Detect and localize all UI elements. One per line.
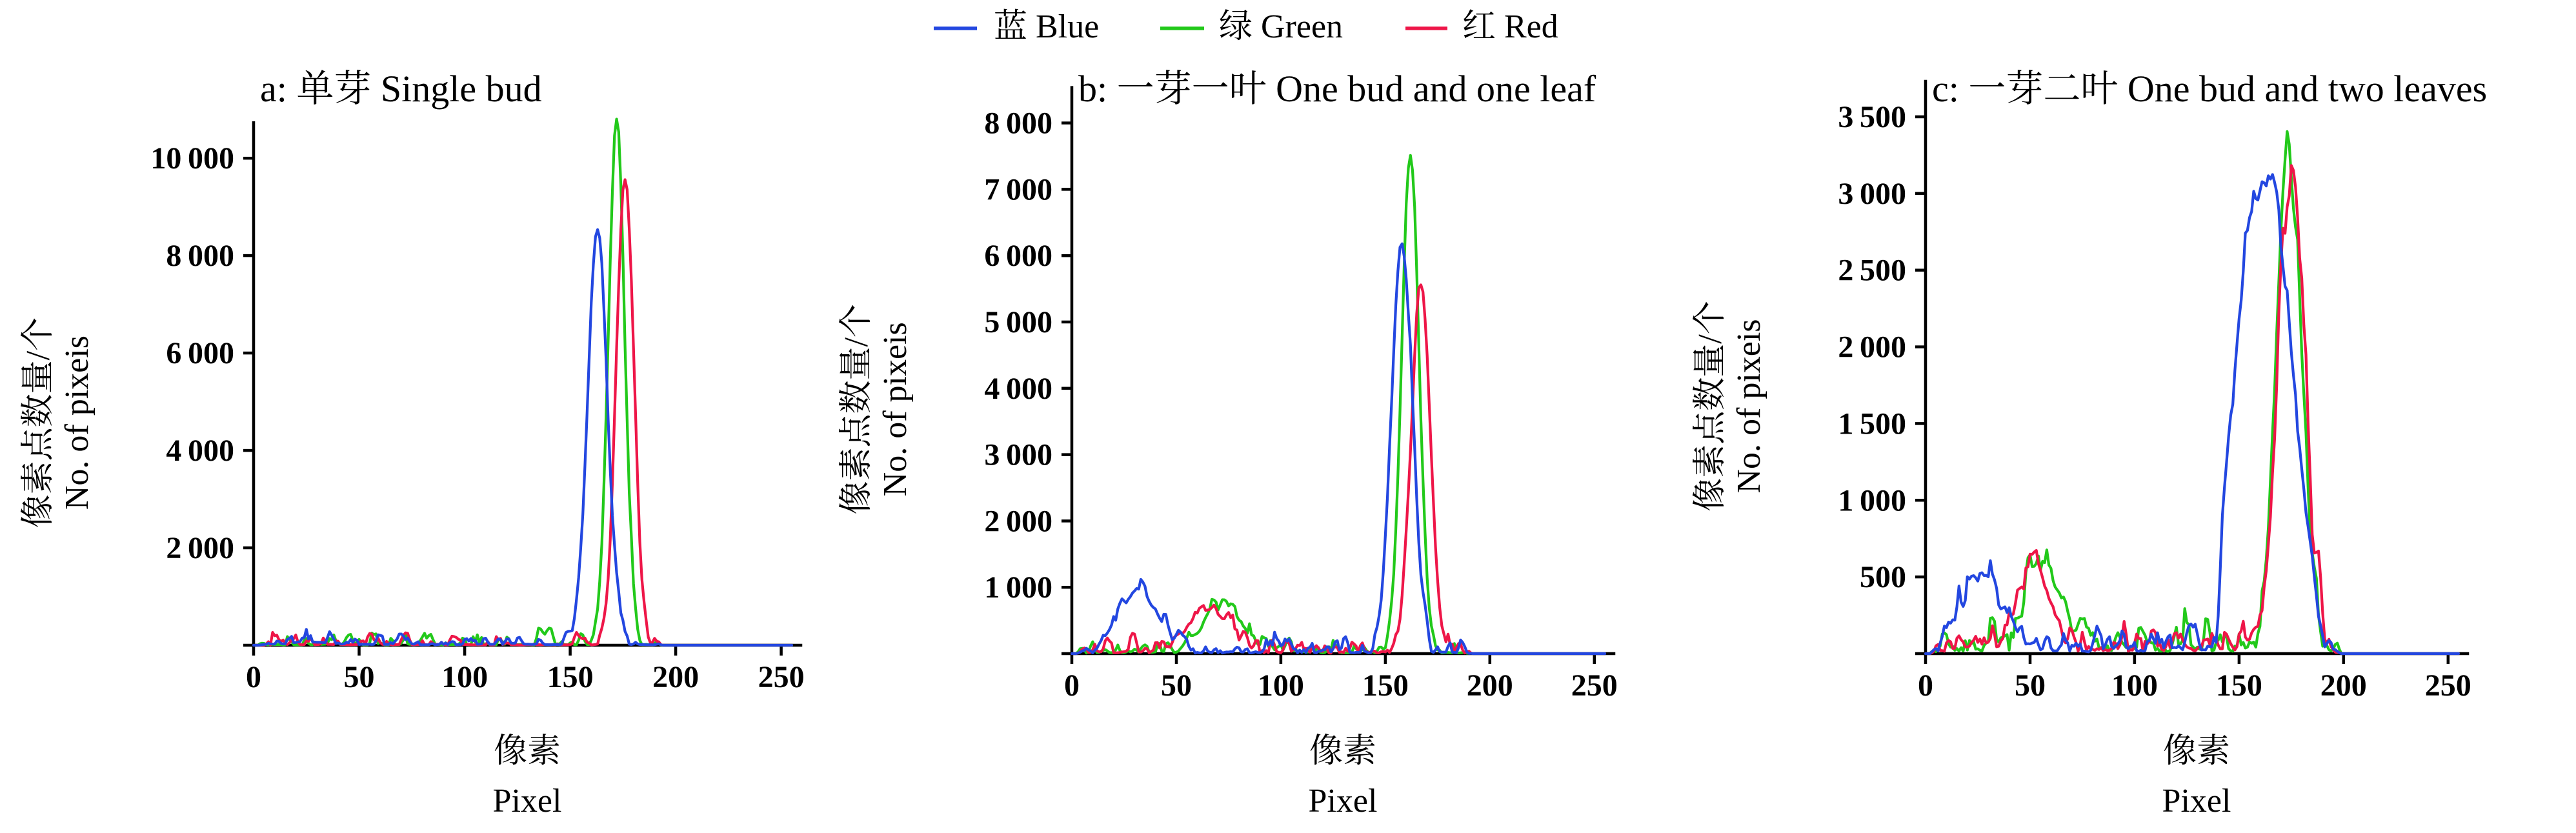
svg-text:4 000: 4 000 — [166, 434, 234, 468]
svg-text:250: 250 — [758, 660, 805, 694]
svg-text:像素: 像素 — [1309, 733, 1376, 770]
svg-text:1 000: 1 000 — [1838, 483, 1906, 517]
svg-text:2 500: 2 500 — [1838, 254, 1906, 288]
svg-text:6 000: 6 000 — [166, 336, 234, 370]
svg-text:2 000: 2 000 — [1838, 330, 1906, 365]
svg-text:像素点数量/个: 像素点数量/个 — [20, 317, 57, 528]
svg-text:10 000: 10 000 — [150, 141, 234, 176]
svg-text:250: 250 — [2425, 668, 2471, 703]
svg-text:b: 一芽一叶 One bud and one leaf: b: 一芽一叶 One bud and one leaf — [1078, 68, 1596, 110]
svg-text:No. of pixeis: No. of pixeis — [59, 336, 96, 510]
svg-text:7 000: 7 000 — [984, 172, 1052, 206]
svg-text:150: 150 — [547, 660, 594, 694]
svg-text:100: 100 — [441, 660, 488, 694]
svg-text:6 000: 6 000 — [984, 239, 1052, 273]
svg-text:200: 200 — [2320, 668, 2367, 703]
svg-text:50: 50 — [1161, 668, 1192, 703]
svg-text:像素点数量/个: 像素点数量/个 — [838, 304, 875, 514]
svg-text:像素: 像素 — [494, 733, 561, 770]
svg-text:150: 150 — [1362, 668, 1409, 703]
svg-text:8 000: 8 000 — [984, 106, 1052, 141]
svg-text:红 Red: 红 Red — [1462, 8, 1558, 45]
svg-text:蓝 Blue: 蓝 Blue — [994, 8, 1099, 45]
svg-text:200: 200 — [1467, 668, 1513, 703]
svg-text:100: 100 — [2111, 668, 2158, 703]
svg-text:2 000: 2 000 — [984, 504, 1052, 538]
svg-text:Pixel: Pixel — [2162, 783, 2231, 819]
svg-text:500: 500 — [1860, 560, 1906, 594]
svg-text:50: 50 — [2015, 668, 2046, 703]
svg-text:像素点数量/个: 像素点数量/个 — [1692, 301, 1729, 511]
svg-text:3 000: 3 000 — [984, 438, 1052, 472]
svg-text:1 500: 1 500 — [1838, 406, 1906, 441]
svg-text:a: 单芽 Single bud: a: 单芽 Single bud — [260, 68, 542, 110]
svg-text:3 500: 3 500 — [1838, 100, 1906, 134]
svg-text:0: 0 — [1064, 668, 1080, 703]
svg-text:Pixel: Pixel — [493, 783, 562, 819]
svg-text:1 000: 1 000 — [984, 570, 1052, 605]
svg-text:4 000: 4 000 — [984, 372, 1052, 406]
svg-text:No. of pixeis: No. of pixeis — [877, 322, 914, 496]
svg-text:50: 50 — [344, 660, 375, 694]
svg-text:8 000: 8 000 — [166, 239, 234, 273]
svg-text:5 000: 5 000 — [984, 305, 1052, 339]
svg-text:0: 0 — [1918, 668, 1933, 703]
svg-text:绿 Green: 绿 Green — [1219, 8, 1343, 45]
svg-text:像素: 像素 — [2163, 733, 2230, 770]
svg-text:200: 200 — [652, 660, 699, 694]
svg-text:No. of pixeis: No. of pixeis — [1731, 319, 1767, 493]
svg-text:3 000: 3 000 — [1838, 177, 1906, 211]
svg-text:150: 150 — [2216, 668, 2262, 703]
svg-text:Pixel: Pixel — [1309, 783, 1378, 819]
svg-text:0: 0 — [246, 660, 261, 694]
svg-text:c: 一芽二叶 One bud and two leaves: c: 一芽二叶 One bud and two leaves — [1932, 68, 2487, 110]
svg-text:250: 250 — [1571, 668, 1618, 703]
svg-text:100: 100 — [1258, 668, 1304, 703]
svg-text:2 000: 2 000 — [166, 531, 234, 565]
